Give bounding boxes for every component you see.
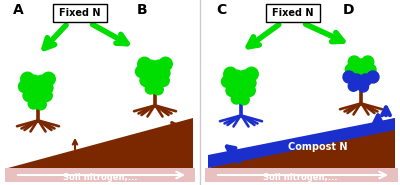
FancyBboxPatch shape bbox=[205, 168, 398, 182]
Circle shape bbox=[244, 77, 256, 89]
Circle shape bbox=[28, 98, 39, 109]
Circle shape bbox=[367, 71, 379, 83]
Circle shape bbox=[360, 74, 372, 86]
Text: Soil nitrogen,...: Soil nitrogen,... bbox=[63, 172, 137, 181]
FancyBboxPatch shape bbox=[5, 168, 195, 182]
Text: Soil nitrogen,...: Soil nitrogen,... bbox=[263, 172, 337, 181]
Circle shape bbox=[355, 66, 367, 78]
Circle shape bbox=[142, 68, 155, 81]
Circle shape bbox=[153, 84, 163, 95]
Circle shape bbox=[145, 83, 156, 94]
Circle shape bbox=[366, 64, 376, 75]
Circle shape bbox=[33, 83, 46, 97]
Circle shape bbox=[28, 75, 41, 89]
Text: A: A bbox=[13, 3, 23, 17]
Circle shape bbox=[348, 56, 360, 68]
Polygon shape bbox=[8, 118, 193, 168]
Circle shape bbox=[40, 90, 52, 102]
Circle shape bbox=[236, 78, 249, 92]
Polygon shape bbox=[208, 118, 395, 168]
Circle shape bbox=[224, 67, 237, 81]
Circle shape bbox=[32, 92, 44, 105]
Circle shape bbox=[348, 81, 359, 91]
Text: Compost N: Compost N bbox=[288, 142, 348, 152]
Text: Fixed N: Fixed N bbox=[59, 8, 101, 18]
Circle shape bbox=[152, 60, 166, 74]
Circle shape bbox=[41, 82, 53, 94]
Circle shape bbox=[243, 85, 255, 97]
Text: C: C bbox=[216, 3, 226, 17]
Circle shape bbox=[36, 99, 46, 110]
Text: B: B bbox=[137, 3, 147, 17]
Circle shape bbox=[355, 59, 367, 71]
Circle shape bbox=[362, 56, 374, 68]
Circle shape bbox=[18, 80, 30, 92]
Circle shape bbox=[245, 67, 258, 81]
Circle shape bbox=[24, 83, 38, 96]
Circle shape bbox=[35, 75, 48, 89]
Polygon shape bbox=[208, 118, 395, 168]
Circle shape bbox=[140, 75, 152, 87]
Circle shape bbox=[222, 75, 234, 88]
Circle shape bbox=[149, 78, 161, 90]
Circle shape bbox=[138, 57, 151, 71]
FancyBboxPatch shape bbox=[53, 4, 107, 22]
Circle shape bbox=[158, 67, 170, 79]
Circle shape bbox=[358, 82, 368, 92]
FancyBboxPatch shape bbox=[205, 168, 398, 182]
Circle shape bbox=[42, 72, 55, 86]
Circle shape bbox=[159, 57, 172, 71]
Circle shape bbox=[350, 74, 362, 86]
FancyBboxPatch shape bbox=[5, 168, 195, 182]
Circle shape bbox=[228, 78, 241, 91]
Circle shape bbox=[136, 65, 148, 78]
Circle shape bbox=[239, 94, 249, 105]
Circle shape bbox=[235, 88, 247, 100]
Circle shape bbox=[343, 71, 355, 83]
Circle shape bbox=[157, 75, 169, 87]
Circle shape bbox=[144, 60, 158, 74]
FancyBboxPatch shape bbox=[266, 4, 320, 22]
Circle shape bbox=[345, 64, 356, 75]
Circle shape bbox=[238, 70, 252, 84]
Text: D: D bbox=[342, 3, 354, 17]
Text: Fixed N: Fixed N bbox=[272, 8, 314, 18]
Circle shape bbox=[21, 72, 34, 86]
Circle shape bbox=[230, 70, 244, 84]
Circle shape bbox=[150, 68, 163, 82]
Circle shape bbox=[23, 90, 35, 102]
Circle shape bbox=[226, 85, 238, 97]
Circle shape bbox=[231, 93, 242, 104]
